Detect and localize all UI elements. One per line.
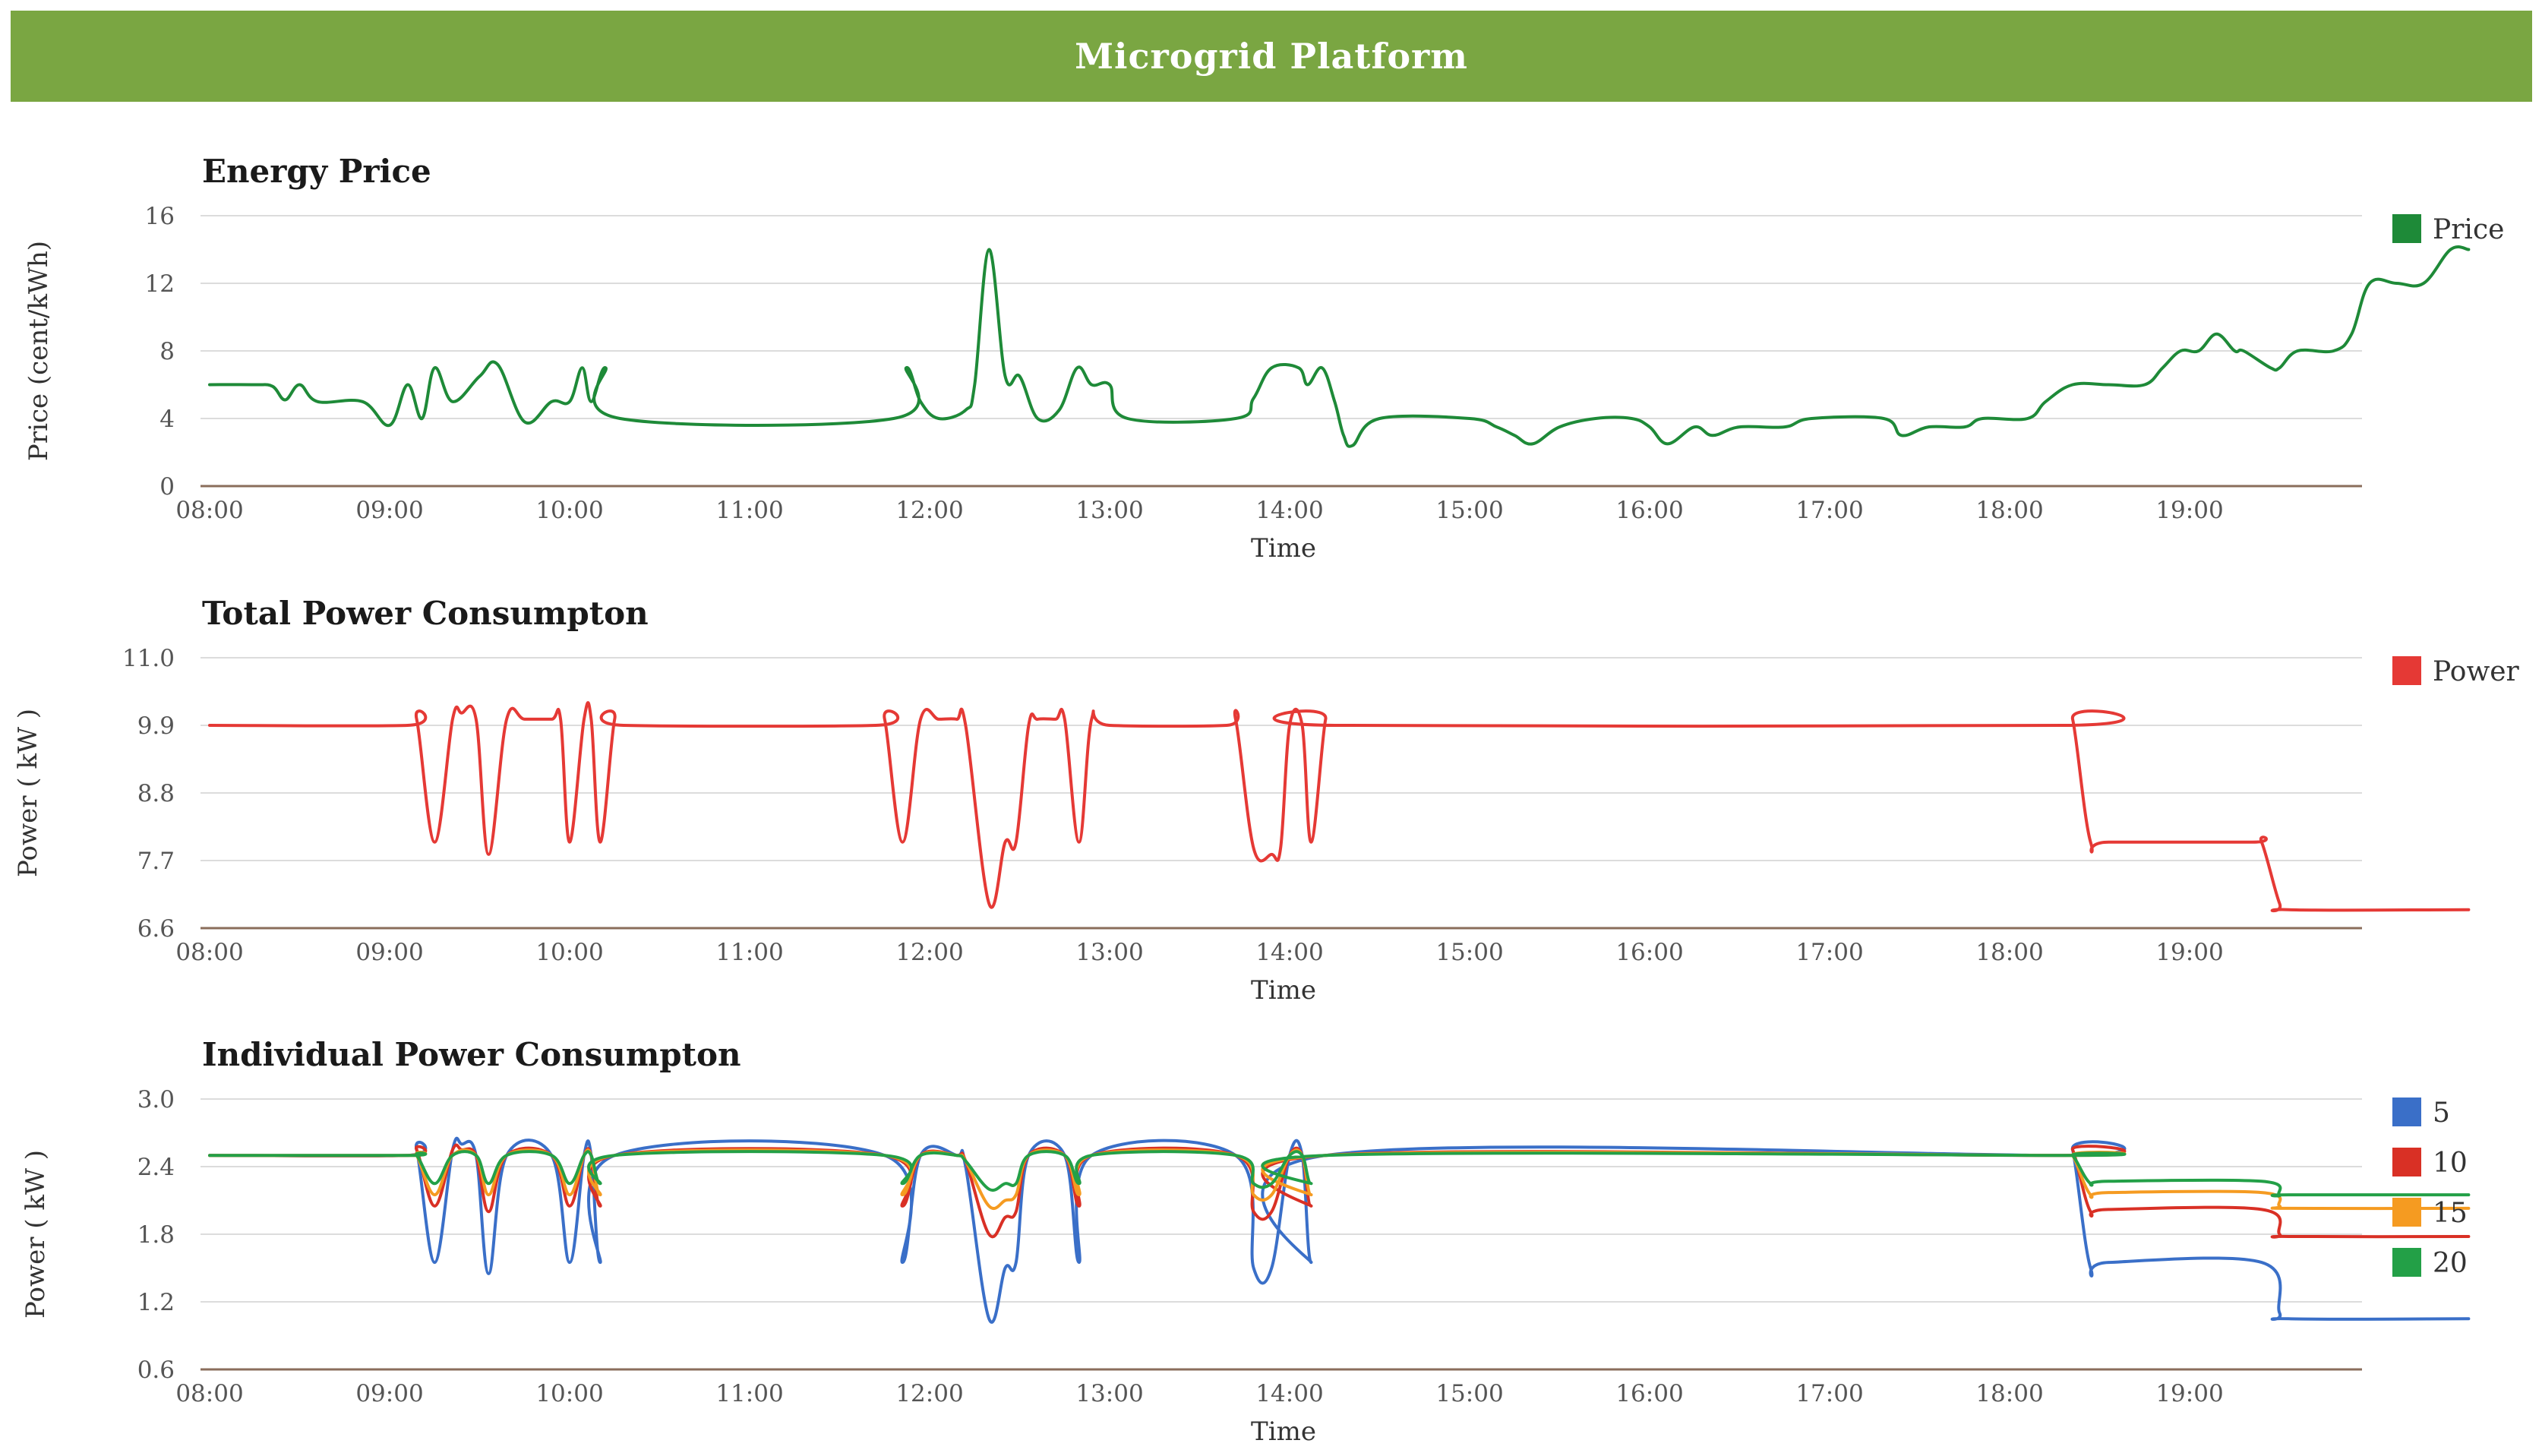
chart-title: Individual Power Consumpton — [202, 1036, 741, 1073]
y-tick-label: 7.7 — [137, 848, 175, 875]
y-tick-label: 8 — [159, 338, 175, 365]
series-line-20 — [208, 1150, 2471, 1198]
y-tick-label: 8.8 — [137, 780, 175, 807]
y-tick-label: 4 — [159, 406, 175, 433]
x-tick-label: 13:00 — [1075, 497, 1143, 524]
platform-title: Microgrid Platform — [1075, 36, 1468, 77]
y-axis-label: Power ( kW ) — [13, 709, 43, 877]
x-tick-label: 12:00 — [895, 1380, 963, 1407]
x-tick-label: 09:00 — [355, 1380, 423, 1407]
x-tick-label: 16:00 — [1615, 497, 1683, 524]
y-tick-label: 6.6 — [137, 915, 175, 943]
x-tick-label: 11:00 — [715, 497, 783, 524]
legend-swatch — [2392, 1248, 2421, 1277]
y-tick-label: 16 — [145, 203, 175, 230]
legend-swatch — [2392, 1098, 2421, 1126]
x-tick-label: 09:00 — [355, 939, 423, 966]
x-tick-label: 11:00 — [715, 939, 783, 966]
x-tick-label: 16:00 — [1615, 939, 1683, 966]
x-tick-label: 18:00 — [1975, 1380, 2043, 1407]
x-tick-label: 17:00 — [1795, 1380, 1863, 1407]
x-tick-label: 12:00 — [895, 497, 963, 524]
legend-swatch — [2392, 214, 2421, 243]
x-tick-label: 09:00 — [355, 497, 423, 524]
chart-title: Energy Price — [202, 153, 431, 190]
legend-swatch — [2392, 656, 2421, 685]
legend-label: 15 — [2433, 1198, 2468, 1229]
y-axis-label: Price (cent/kWh) — [24, 241, 54, 461]
x-axis-label: Time — [1251, 975, 1316, 1006]
y-axis-label: Power ( kW ) — [21, 1150, 51, 1319]
x-tick-label: 13:00 — [1075, 939, 1143, 966]
x-tick-label: 19:00 — [2155, 497, 2223, 524]
legend-swatch — [2392, 1148, 2421, 1176]
x-tick-label: 17:00 — [1795, 939, 1863, 966]
x-tick-label: 10:00 — [535, 497, 603, 524]
y-tick-label: 12 — [145, 270, 175, 298]
legend-label: 5 — [2433, 1098, 2450, 1129]
legend-label: 10 — [2433, 1148, 2468, 1179]
x-tick-label: 10:00 — [535, 939, 603, 966]
y-tick-label: 2.4 — [137, 1154, 175, 1181]
x-axis-label: Time — [1251, 533, 1316, 564]
x-tick-label: 14:00 — [1255, 939, 1323, 966]
x-tick-label: 15:00 — [1435, 497, 1503, 524]
chart-1: Energy Price 0 4 8 12 16 08:00 09:00 10:00 11:00 1… — [24, 153, 2504, 564]
x-tick-label: 19:00 — [2155, 939, 2223, 966]
chart-3: Individual Power Consumpton 0.6 1.2 1.8 2.4 3… — [21, 1036, 2471, 1447]
y-tick-label: 0.6 — [137, 1357, 175, 1384]
legend-swatch — [2392, 1198, 2421, 1227]
y-tick-label: 1.2 — [137, 1289, 175, 1316]
x-axis-label: Time — [1251, 1417, 1316, 1447]
y-tick-label: 9.9 — [137, 712, 175, 740]
x-tick-label: 08:00 — [175, 1380, 243, 1407]
x-tick-label: 16:00 — [1615, 1380, 1683, 1407]
y-tick-label: 1.8 — [137, 1221, 175, 1249]
x-tick-label: 14:00 — [1255, 497, 1323, 524]
series-line-10 — [208, 1143, 2471, 1239]
x-tick-label: 11:00 — [715, 1380, 783, 1407]
chart-2: Total Power Consumpton 6.6 7.7 8.8 9.9 11.0 08… — [13, 595, 2520, 1006]
series-line-Power — [208, 701, 2471, 913]
y-tick-label: 0 — [159, 473, 175, 501]
series-line-5 — [208, 1136, 2471, 1324]
x-tick-label: 08:00 — [175, 939, 243, 966]
legend-label: Power — [2433, 656, 2520, 687]
y-tick-label: 3.0 — [137, 1086, 175, 1113]
x-tick-label: 15:00 — [1435, 1380, 1503, 1407]
legend-label: Price — [2433, 214, 2504, 245]
x-tick-label: 17:00 — [1795, 497, 1863, 524]
x-tick-label: 15:00 — [1435, 939, 1503, 966]
x-tick-label: 08:00 — [175, 497, 243, 524]
x-tick-label: 19:00 — [2155, 1380, 2223, 1407]
x-tick-label: 13:00 — [1075, 1380, 1143, 1407]
y-tick-label: 11.0 — [122, 645, 175, 672]
x-tick-label: 18:00 — [1975, 497, 2043, 524]
chart-title: Total Power Consumpton — [202, 595, 649, 632]
x-tick-label: 10:00 — [535, 1380, 603, 1407]
x-tick-label: 14:00 — [1255, 1380, 1323, 1407]
header-banner: Microgrid Platform — [11, 11, 2532, 102]
x-tick-label: 18:00 — [1975, 939, 2043, 966]
series-line-Price — [208, 245, 2471, 448]
x-tick-label: 12:00 — [895, 939, 963, 966]
series-line-15 — [208, 1148, 2471, 1211]
legend-label: 20 — [2433, 1248, 2468, 1279]
